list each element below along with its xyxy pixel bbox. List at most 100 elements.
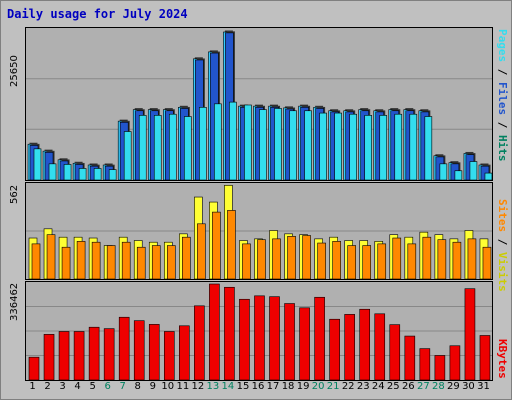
day-label-17: 17 [266,381,280,392]
bar-sites-19 [302,235,311,279]
bar-kbytes-8 [133,320,145,380]
bar-pages-15 [244,104,252,180]
bar-sites-18 [287,236,296,279]
bar-sites-10 [166,245,176,279]
bar-sites-2 [46,234,56,279]
day-label-24: 24 [371,381,385,392]
visits-chart [26,185,492,279]
bar-kbytes-11 [179,325,190,380]
chart-title: Daily usage for July 2024 [7,7,188,21]
bar-pages-27 [424,116,433,180]
bar-pages-16 [259,109,267,180]
bar-pages-31 [484,172,492,180]
bar-kbytes-9 [148,324,160,380]
bar-sites-30 [467,238,477,279]
bar-sites-3 [61,246,71,279]
bar-pages-5 [93,168,102,180]
legend-sep-1: / [496,62,509,82]
bar-sites-22 [347,245,356,279]
bar-kbytes-27 [419,348,431,380]
day-label-27: 27 [416,381,430,392]
bar-kbytes-18 [284,303,295,380]
bar-pages-19 [304,110,312,180]
bar-kbytes-25 [389,324,401,380]
bar-sites-5 [91,241,101,279]
bar-sites-15 [242,243,251,279]
bar-pages-14 [229,101,237,180]
kbytes-panel [25,281,493,381]
day-label-28: 28 [432,381,445,392]
bar-pages-24 [379,115,388,180]
day-label-30: 30 [462,381,475,392]
bar-sites-31 [482,246,492,279]
bar-pages-26 [409,113,418,180]
bar-sites-16 [257,239,266,279]
legend-sep-2: / [496,115,509,135]
day-label-6: 6 [104,381,111,392]
bar-pages-18 [289,110,297,180]
day-label-25: 25 [386,381,400,392]
bar-sites-7 [121,241,131,279]
day-label-29: 29 [447,381,460,392]
bottom-legend: KBytes [496,339,509,379]
bar-kbytes-12 [194,305,205,380]
day-label-1: 1 [29,381,36,392]
day-label-4: 4 [74,381,81,392]
bar-pages-11 [184,116,192,180]
bar-pages-13 [214,103,222,180]
bar-pages-2 [48,163,57,180]
bar-kbytes-30 [464,288,476,380]
bar-pages-9 [153,115,162,180]
legend-pages: Pages [496,29,509,63]
day-label-8: 8 [134,381,141,392]
bar-sites-4 [76,241,86,279]
bar-kbytes-20 [314,296,325,380]
bar-sites-12 [197,223,206,279]
bar-sites-13 [212,211,221,279]
bar-sites-26 [407,243,417,279]
bar-kbytes-29 [449,345,461,380]
bar-kbytes-28 [434,355,446,380]
mid-legend: Sites / Visits [496,199,509,292]
bar-pages-23 [364,115,373,180]
bar-kbytes-19 [299,307,310,380]
day-label-21: 21 [326,381,340,392]
bar-kbytes-1 [28,356,40,380]
day-label-2: 2 [44,381,51,392]
legend-files: Files [496,82,509,116]
bar-pages-30 [469,161,478,180]
visits-max-label: 562 [9,184,20,204]
bar-pages-7 [123,131,132,180]
day-label-9: 9 [149,381,156,392]
hits-chart [26,30,492,180]
bar-kbytes-16 [254,295,265,380]
legend-hits: Hits [496,135,509,162]
bar-pages-20 [319,112,327,180]
day-label-11: 11 [176,381,190,392]
bar-kbytes-6 [103,328,115,380]
bar-kbytes-31 [479,335,491,380]
day-label-16: 16 [251,381,265,392]
bar-kbytes-4 [73,331,85,380]
day-label-19: 19 [296,381,310,392]
bar-kbytes-13 [209,283,220,380]
day-label-20: 20 [311,381,325,392]
bar-sites-8 [136,246,146,279]
day-label-23: 23 [356,381,370,392]
bar-sites-9 [151,245,161,279]
bar-sites-29 [452,241,462,279]
bar-kbytes-10 [163,331,175,380]
day-label-7: 7 [119,381,126,392]
legend-sites: Sites [496,199,509,233]
bar-sites-14 [227,210,236,279]
kbytes-chart [26,283,492,380]
bar-pages-1 [33,148,42,180]
bar-kbytes-3 [58,331,70,380]
bar-sites-21 [332,241,341,279]
day-label-14: 14 [221,381,235,392]
bar-kbytes-22 [344,314,355,380]
day-label-18: 18 [281,381,295,392]
bar-sites-11 [182,236,191,279]
day-axis: 1 2 3 4 5 6 7 8 9 10 11 12 13 14 15 16 17 18 19 20 21 22 23 24 2… [25,381,491,397]
